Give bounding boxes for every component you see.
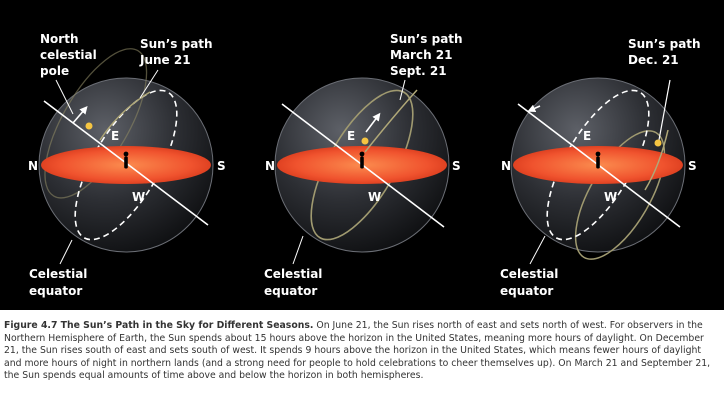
compass-east-december: E <box>583 129 591 143</box>
sun-path-june-back <box>44 48 148 199</box>
celestial-equator-december-label: Celestial equator <box>500 267 563 298</box>
sphere-june: N S E W North celestial pole Sun’s path … <box>28 32 226 298</box>
march-equator-label-leader <box>292 235 304 265</box>
pole-arrow-december <box>527 104 541 113</box>
north-celestial-pole-label: North celestial pole <box>40 32 101 78</box>
figure-panel: N S E W North celestial pole Sun’s path … <box>0 0 724 310</box>
compass-south-december: S <box>688 159 697 173</box>
compass-east-june: E <box>111 129 119 143</box>
caption-body: On June 21, the Sun rises north of east … <box>4 320 711 382</box>
sun-june <box>85 122 93 130</box>
june-path-label-leader <box>139 69 159 99</box>
sun-december <box>654 139 662 147</box>
caption-title: Figure 4.7 The Sun’s Path in the Sky for… <box>4 320 314 331</box>
sun-march <box>361 137 369 145</box>
figure-caption: Figure 4.7 The Sun’s Path in the Sky for… <box>4 320 720 383</box>
compass-west-march: W <box>368 190 381 204</box>
sun-path-december-leader <box>658 79 671 141</box>
compass-west-june: W <box>132 190 145 204</box>
observer-figure-december <box>595 151 601 169</box>
celestial-equator-june-label: Celestial equator <box>29 267 92 298</box>
observer-figure-june <box>123 151 129 169</box>
sphere-march: N S E W Sun’s path March 21 Sept. 21 Cel… <box>264 32 467 298</box>
sun-path-march-front <box>364 89 418 153</box>
march-path-label-leader <box>399 79 406 101</box>
compass-north-december: N <box>501 159 511 173</box>
compass-north-june: N <box>28 159 38 173</box>
june-equator-label-leader <box>59 239 73 265</box>
sun-path-march-label: Sun’s path March 21 Sept. 21 <box>390 32 467 78</box>
sun-path-june-label: Sun’s path June 21 <box>139 37 217 67</box>
pole-label-leader <box>55 79 74 115</box>
compass-north-march: N <box>265 159 275 173</box>
pole-arrow-march <box>365 112 381 133</box>
celestial-equator-march-label: Celestial equator <box>264 267 327 298</box>
compass-east-march: E <box>347 129 355 143</box>
sphere-december: N S E W Sun’s path Dec. 21 Celestial equ… <box>500 37 705 298</box>
compass-south-june: S <box>217 159 226 173</box>
sun-path-december-label: Sun’s path Dec. 21 <box>628 37 705 67</box>
figure-diagram: N S E W North celestial pole Sun’s path … <box>28 32 705 298</box>
compass-south-march: S <box>452 159 461 173</box>
pole-arrow-june <box>72 105 88 124</box>
observer-figure-march <box>359 151 365 169</box>
sun-path-june <box>99 91 151 141</box>
december-equator-label-leader <box>529 235 546 265</box>
compass-west-december: W <box>604 190 617 204</box>
sun-path-december-front <box>644 129 669 191</box>
